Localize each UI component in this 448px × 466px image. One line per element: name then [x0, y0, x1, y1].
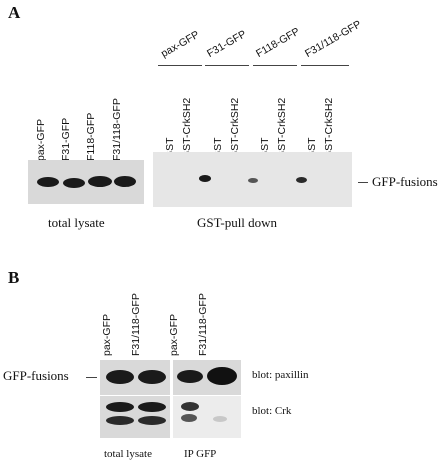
lane-label: F31/118-GFP	[130, 293, 142, 356]
crk-blot-ip	[173, 396, 241, 438]
protein-band	[106, 402, 134, 412]
blot-label: blot: Crk	[252, 405, 292, 417]
protein-band	[138, 416, 166, 425]
caption: GST-pull down	[197, 215, 278, 230]
lane-label: F31/118-GFP	[111, 98, 123, 161]
protein-band	[138, 370, 166, 384]
band-label: GFP-fusions	[372, 174, 438, 189]
lane-label: pax-GFP	[168, 313, 180, 356]
protein-band	[138, 402, 166, 412]
group-underline	[158, 65, 202, 66]
group-label: pax-GFP	[159, 28, 202, 60]
lane-label: F31-GFP	[60, 117, 72, 161]
protein-band	[106, 370, 134, 384]
band-label: GFP-fusions	[3, 368, 69, 383]
protein-band	[213, 416, 227, 422]
protein-band	[88, 176, 112, 187]
pulldown-blot	[153, 152, 352, 207]
paxillin-blot-lysate	[100, 360, 170, 395]
protein-band	[199, 175, 211, 182]
lane-label: F118-GFP	[85, 112, 97, 161]
protein-band	[106, 416, 134, 425]
protein-band	[181, 414, 197, 422]
lane-label: pax-GFP	[35, 118, 47, 161]
lane-label: GST-CrkSH2	[181, 97, 193, 159]
caption: IP GFP	[184, 448, 217, 460]
blot-label: blot: paxillin	[252, 369, 309, 381]
band-marker-line	[86, 377, 97, 378]
paxillin-blot-ip	[173, 360, 241, 395]
caption: total lysate	[48, 215, 105, 230]
protein-band	[63, 178, 85, 188]
caption: total lysate	[104, 448, 152, 460]
protein-band	[207, 367, 237, 385]
lane-label: F31/118-GFP	[197, 293, 209, 356]
band-marker-line	[358, 182, 368, 183]
group-underline	[301, 65, 349, 66]
lane-label: GST-CrkSH2	[229, 97, 241, 159]
group-underline	[253, 65, 297, 66]
protein-band	[37, 177, 59, 187]
protein-band	[177, 370, 203, 383]
group-label: F31-GFP	[205, 28, 249, 60]
panel-b-letter: B	[8, 268, 20, 287]
lane-label: GST-CrkSH2	[323, 97, 335, 159]
protein-band	[248, 178, 258, 183]
group-label: F31/118-GFP	[303, 18, 364, 60]
protein-band	[181, 402, 199, 411]
group-underline	[205, 65, 249, 66]
crk-blot-lysate	[100, 396, 170, 438]
protein-band	[114, 176, 136, 187]
lane-label: GST-CrkSH2	[276, 97, 288, 159]
group-label: F118-GFP	[254, 25, 302, 60]
lane-label: pax-GFP	[101, 313, 113, 356]
protein-band	[296, 177, 307, 183]
lysate-blot	[28, 160, 144, 204]
panel-a-letter: A	[8, 3, 21, 22]
